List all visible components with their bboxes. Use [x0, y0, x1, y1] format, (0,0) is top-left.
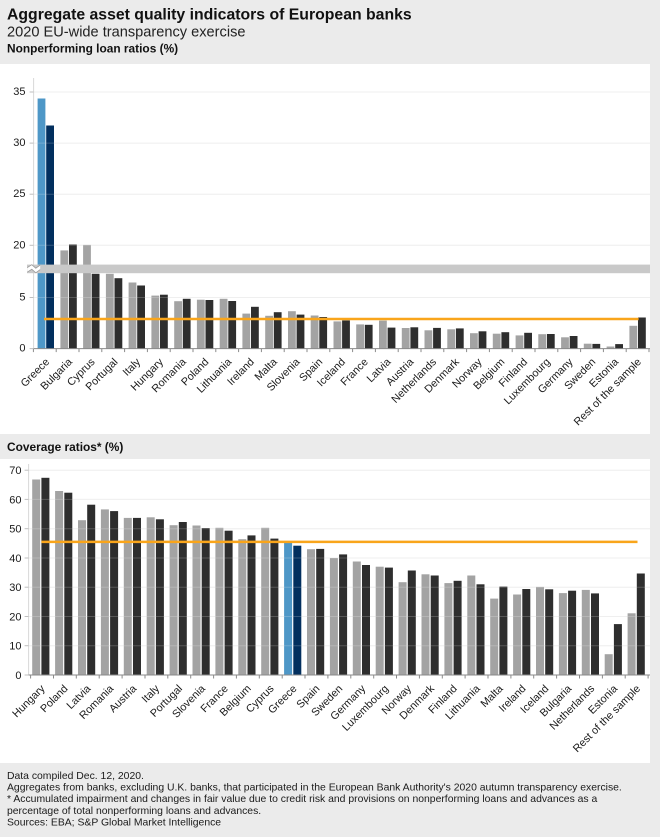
svg-text:30: 30 [9, 582, 21, 594]
svg-text:Coverage ratios* (%): Coverage ratios* (%) [7, 440, 123, 454]
svg-text:0: 0 [19, 343, 25, 355]
svg-text:5: 5 [19, 292, 25, 304]
svg-text:Nonperforming loan ratios (%): Nonperforming loan ratios (%) [7, 42, 178, 56]
svg-text:10: 10 [9, 641, 21, 653]
svg-text:* Accumulated impairment and c: * Accumulated impairment and changes in … [7, 794, 598, 805]
svg-text:50: 50 [9, 524, 21, 536]
svg-text:35: 35 [13, 86, 25, 98]
svg-text:20: 20 [9, 612, 21, 624]
svg-text:percentage of total nonperform: percentage of total nonperforming loans … [7, 806, 261, 817]
svg-text:0: 0 [15, 670, 21, 682]
svg-text:60: 60 [9, 494, 21, 506]
svg-text:2020 EU-wide transparency exer: 2020 EU-wide transparency exercise [7, 25, 245, 41]
svg-text:25: 25 [13, 188, 25, 200]
svg-text:40: 40 [9, 553, 21, 565]
svg-text:Sources: EBA; S&P Global Marke: Sources: EBA; S&P Global Market Intellig… [7, 817, 221, 828]
svg-text:Aggregate asset quality indica: Aggregate asset quality indicators of Eu… [7, 7, 412, 24]
svg-text:70: 70 [9, 465, 21, 477]
svg-text:Data compiled Dec. 12, 2020.: Data compiled Dec. 12, 2020. [7, 771, 144, 782]
svg-text:20: 20 [13, 239, 25, 251]
svg-text:Aggregates from banks, excludi: Aggregates from banks, excluding U.K. ba… [7, 783, 622, 794]
svg-text:30: 30 [13, 137, 25, 149]
